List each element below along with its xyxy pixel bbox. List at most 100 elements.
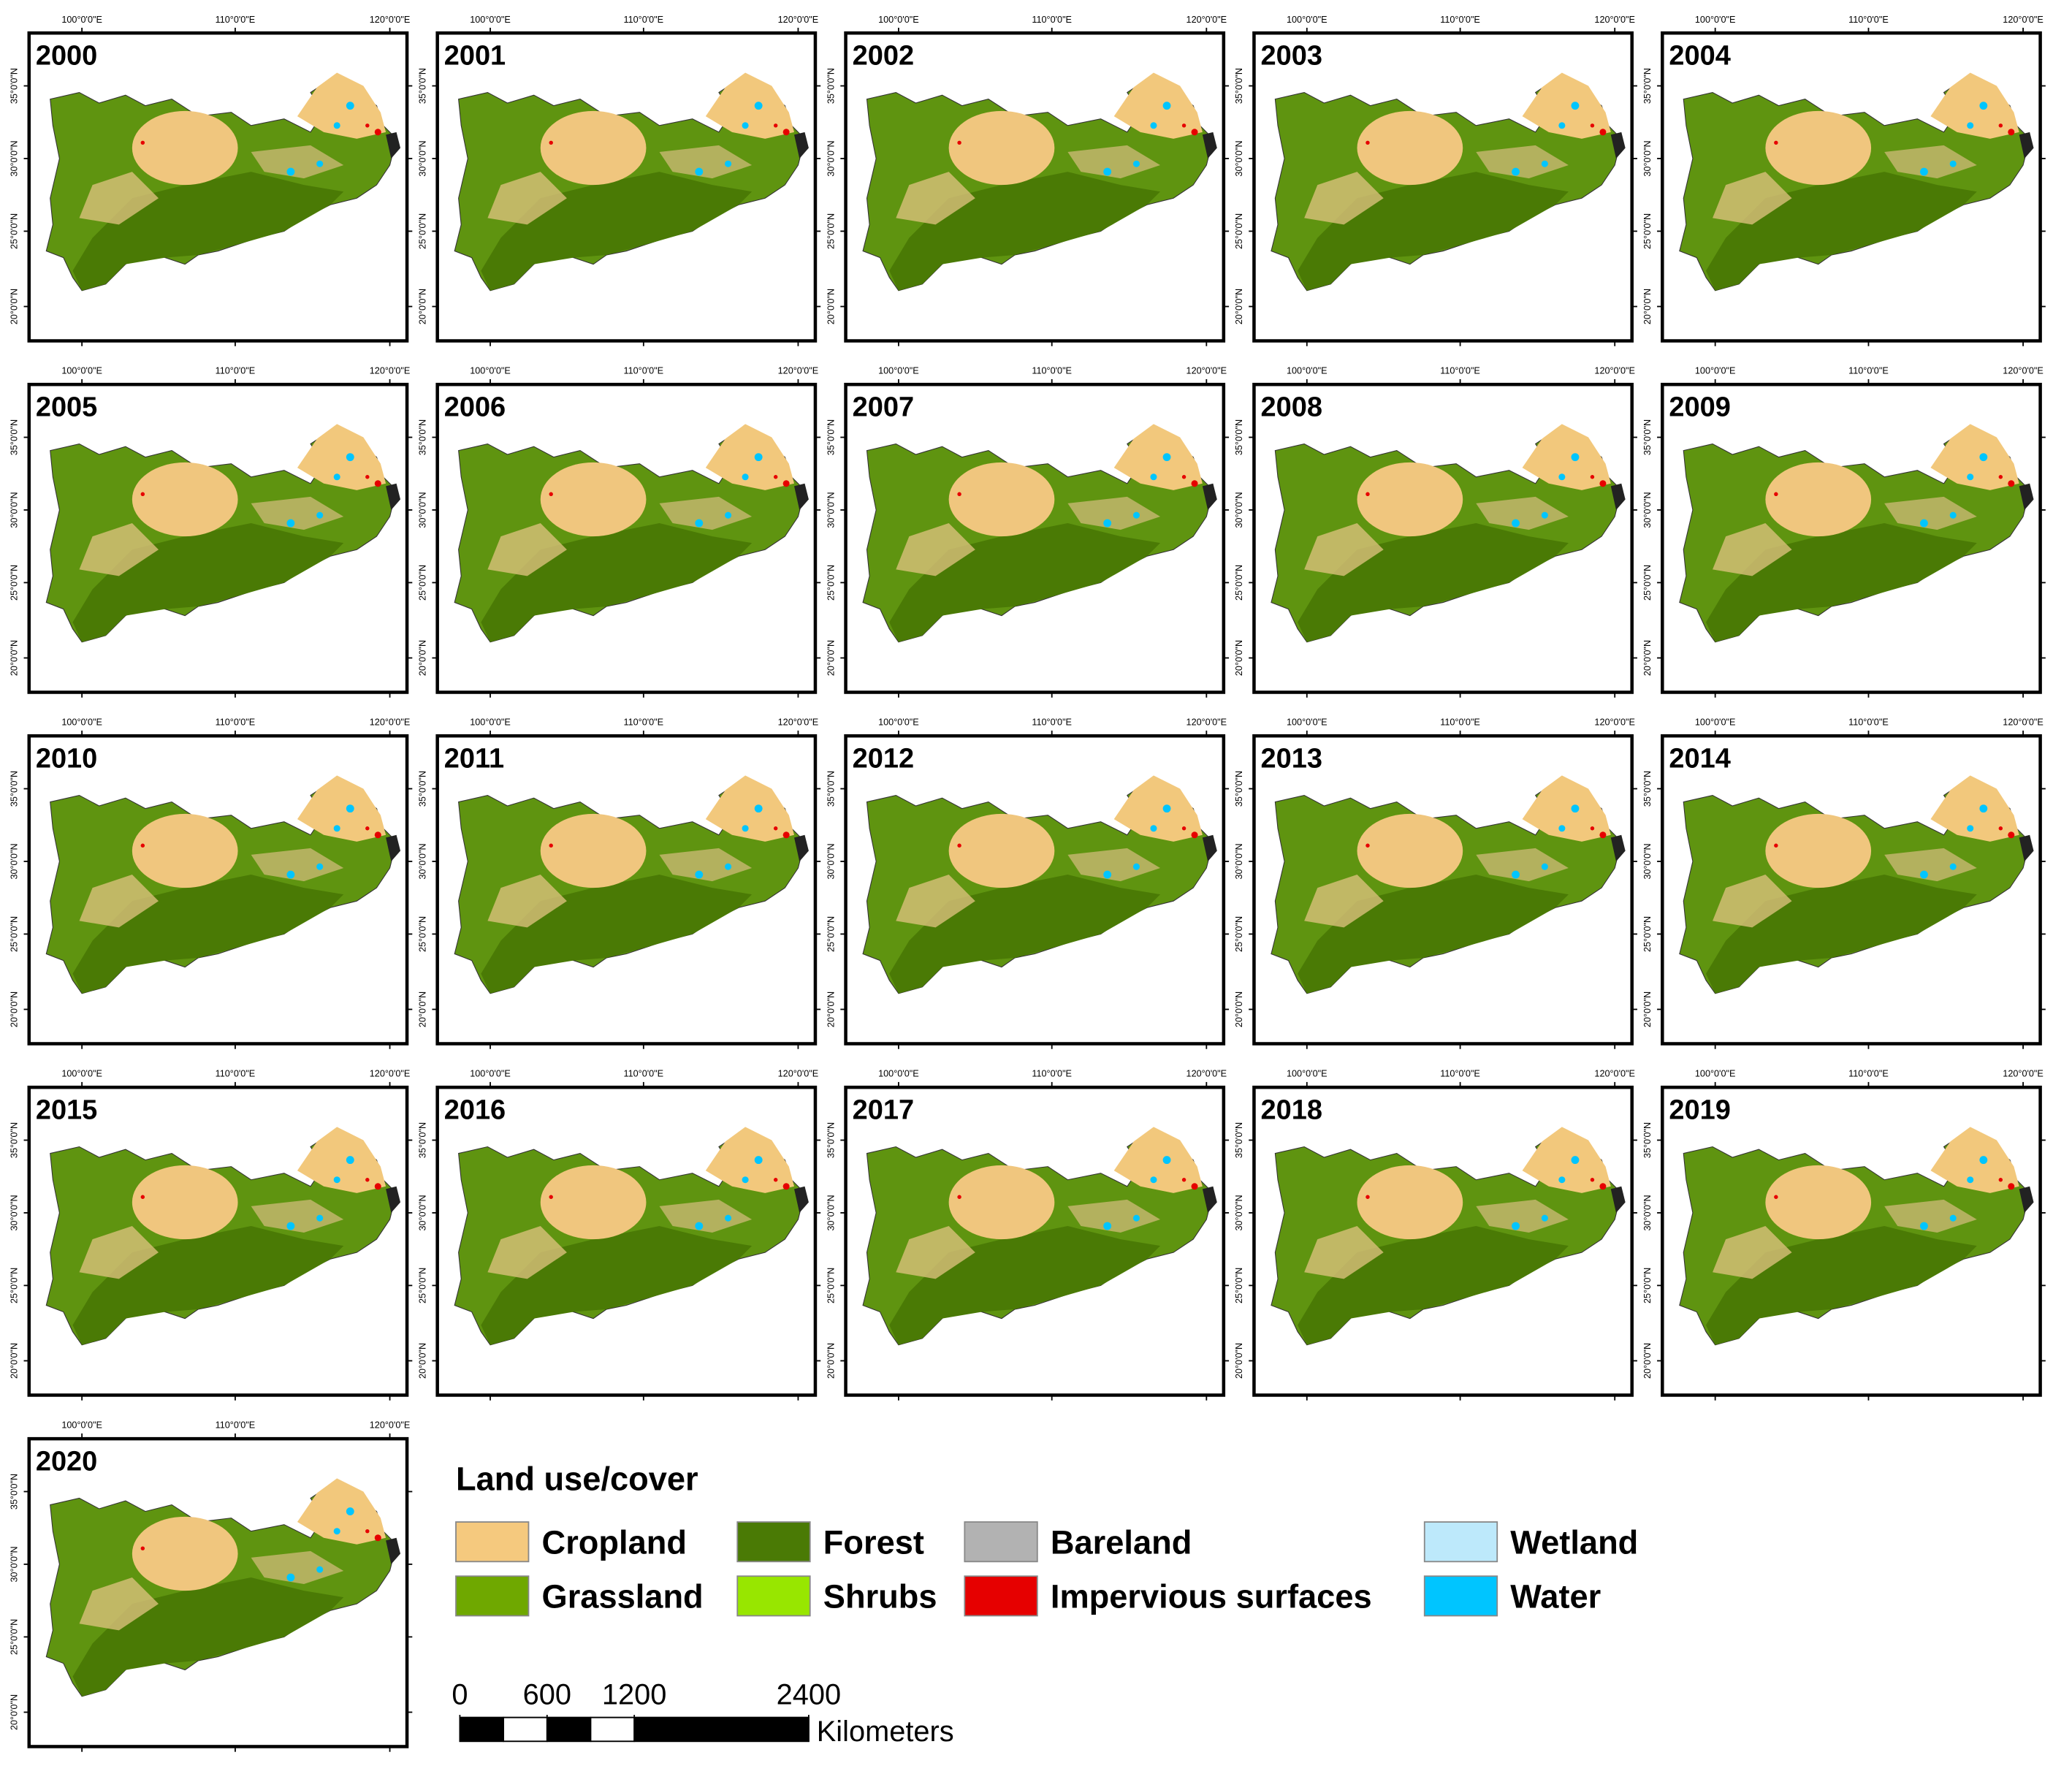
- legend-label: Bareland: [1051, 1523, 1192, 1561]
- lat-tick-label: 20°0'0"N: [9, 1343, 20, 1379]
- lat-tick-label: 25°0'0"N: [1234, 565, 1244, 601]
- lon-tick-label: 100°0'0"E: [1695, 717, 1736, 728]
- lat-tick-label: 20°0'0"N: [1642, 289, 1653, 324]
- lon-tick-label: 120°0'0"E: [1594, 1069, 1635, 1079]
- lon-tick-label: 100°0'0"E: [1287, 15, 1328, 25]
- map-panel: 100°0'0"E 110°0'0"E 120°0'0"E 35°0'0"N 30°0'…: [1234, 366, 1637, 698]
- map-panel: 100°0'0"E 110°0'0"E 120°0'0"E 35°0'0"N 30°0'…: [826, 366, 1230, 698]
- lat-tick-label: 30°0'0"N: [1234, 140, 1244, 176]
- lon-tick-label: 100°0'0"E: [61, 1420, 102, 1431]
- lat-tick-label: 30°0'0"N: [9, 1195, 20, 1230]
- lon-tick-label: 100°0'0"E: [470, 366, 511, 376]
- panel-year: 2014: [1669, 744, 1730, 774]
- legend-label: Forest: [823, 1523, 924, 1561]
- lon-tick-label: 110°0'0"E: [216, 15, 256, 25]
- lat-tick-label: 20°0'0"N: [1234, 640, 1244, 676]
- lat-tick-label: 25°0'0"N: [1642, 916, 1653, 952]
- map-panel: 100°0'0"E 110°0'0"E 120°0'0"E 35°0'0"N 30°0'…: [417, 15, 821, 346]
- lon-tick-label: 100°0'0"E: [1287, 717, 1328, 728]
- lat-tick-label: 20°0'0"N: [1234, 1343, 1244, 1379]
- lat-tick-label: 25°0'0"N: [826, 1268, 836, 1303]
- map-panel: 100°0'0"E 110°0'0"E 120°0'0"E 35°0'0"N 30°0'…: [826, 15, 1230, 346]
- lon-tick-label: 120°0'0"E: [1187, 15, 1227, 25]
- lat-tick-label: 35°0'0"N: [826, 68, 836, 104]
- lat-tick-label: 30°0'0"N: [1642, 843, 1653, 879]
- panel-year: 2010: [36, 744, 97, 774]
- map-panel: 100°0'0"E 110°0'0"E 120°0'0"E 35°0'0"N 30°0'…: [417, 366, 821, 698]
- lat-tick-label: 35°0'0"N: [826, 1122, 836, 1158]
- panel-year: 2016: [444, 1095, 506, 1126]
- lat-tick-label: 25°0'0"N: [9, 1268, 20, 1303]
- lon-tick-label: 110°0'0"E: [1848, 366, 1889, 376]
- lat-tick-label: 30°0'0"N: [9, 140, 20, 176]
- lon-tick-label: 120°0'0"E: [370, 366, 411, 376]
- legend-swatch: [1423, 1521, 1498, 1563]
- map-panel: 100°0'0"E 110°0'0"E 120°0'0"E 35°0'0"N 30°0'…: [9, 366, 413, 698]
- lon-tick-label: 120°0'0"E: [2003, 366, 2044, 376]
- lon-tick-label: 100°0'0"E: [1695, 366, 1736, 376]
- lat-tick-label: 25°0'0"N: [826, 213, 836, 249]
- lon-tick-label: 100°0'0"E: [878, 366, 919, 376]
- legend-swatch: [455, 1521, 530, 1563]
- lon-tick-label: 100°0'0"E: [1695, 15, 1736, 25]
- lat-tick-label: 35°0'0"N: [9, 68, 20, 104]
- scale-bar-segment: [590, 1716, 636, 1743]
- panel-year: 2008: [1260, 392, 1322, 423]
- lon-tick-label: 120°0'0"E: [370, 1069, 411, 1079]
- lat-tick-label: 30°0'0"N: [9, 843, 20, 879]
- lon-tick-label: 100°0'0"E: [61, 1069, 102, 1079]
- lon-tick-label: 100°0'0"E: [470, 717, 511, 728]
- lat-tick-label: 35°0'0"N: [826, 419, 836, 455]
- lon-tick-label: 110°0'0"E: [216, 1420, 256, 1431]
- lon-tick-label: 110°0'0"E: [1032, 15, 1072, 25]
- legend-swatch: [736, 1521, 811, 1563]
- map-panel: 100°0'0"E 110°0'0"E 120°0'0"E 35°0'0"N 30°0'…: [1642, 1069, 2046, 1401]
- lat-tick-label: 35°0'0"N: [417, 771, 427, 807]
- lat-tick-label: 35°0'0"N: [9, 1122, 20, 1158]
- lat-tick-label: 25°0'0"N: [417, 916, 427, 952]
- panel-year: 2003: [1260, 41, 1322, 72]
- lat-tick-label: 35°0'0"N: [417, 68, 427, 104]
- panel-year: 2006: [444, 392, 506, 423]
- legend-swatch: [455, 1575, 530, 1617]
- lat-tick-label: 30°0'0"N: [1234, 1195, 1244, 1230]
- lon-tick-label: 110°0'0"E: [1848, 717, 1889, 728]
- lat-tick-label: 35°0'0"N: [826, 771, 836, 807]
- lon-tick-label: 110°0'0"E: [1440, 366, 1480, 376]
- lon-tick-label: 120°0'0"E: [1594, 15, 1635, 25]
- lon-tick-label: 110°0'0"E: [1032, 1069, 1072, 1079]
- lon-tick-label: 120°0'0"E: [1187, 717, 1227, 728]
- lat-tick-label: 35°0'0"N: [1642, 419, 1653, 455]
- map-panel: 100°0'0"E 110°0'0"E 120°0'0"E 35°0'0"N 30°0'…: [417, 1069, 821, 1401]
- map-panel: 100°0'0"E 110°0'0"E 120°0'0"E 35°0'0"N 30°0'…: [9, 1069, 413, 1401]
- legend-swatch: [964, 1521, 1038, 1563]
- lat-tick-label: 25°0'0"N: [9, 1619, 20, 1655]
- lon-tick-label: 100°0'0"E: [61, 717, 102, 728]
- lat-tick-label: 30°0'0"N: [9, 492, 20, 528]
- lat-tick-label: 30°0'0"N: [1234, 843, 1244, 879]
- lat-tick-label: 35°0'0"N: [417, 419, 427, 455]
- lat-tick-label: 35°0'0"N: [9, 1474, 20, 1510]
- lat-tick-label: 30°0'0"N: [1234, 492, 1244, 528]
- lon-tick-label: 120°0'0"E: [778, 15, 819, 25]
- lon-tick-label: 100°0'0"E: [878, 717, 919, 728]
- panel-year: 2012: [853, 744, 914, 774]
- lat-tick-label: 25°0'0"N: [417, 565, 427, 601]
- lat-tick-label: 20°0'0"N: [417, 640, 427, 676]
- lat-tick-label: 35°0'0"N: [1642, 771, 1653, 807]
- lon-tick-label: 120°0'0"E: [370, 717, 411, 728]
- lon-tick-label: 120°0'0"E: [2003, 717, 2044, 728]
- map-panel: 100°0'0"E 110°0'0"E 120°0'0"E 35°0'0"N 30°0'…: [826, 1069, 1230, 1401]
- lat-tick-label: 30°0'0"N: [826, 140, 836, 176]
- lat-tick-label: 35°0'0"N: [1234, 771, 1244, 807]
- panel-year: 2017: [853, 1095, 914, 1126]
- lat-tick-label: 25°0'0"N: [826, 565, 836, 601]
- lat-tick-label: 20°0'0"N: [1234, 991, 1244, 1027]
- lat-tick-label: 25°0'0"N: [9, 213, 20, 249]
- lon-tick-label: 110°0'0"E: [1032, 366, 1072, 376]
- scale-tick-label: 0: [452, 1679, 468, 1711]
- lat-tick-label: 35°0'0"N: [1234, 419, 1244, 455]
- legend-swatch: [964, 1575, 1038, 1617]
- lat-tick-label: 20°0'0"N: [1642, 1343, 1653, 1379]
